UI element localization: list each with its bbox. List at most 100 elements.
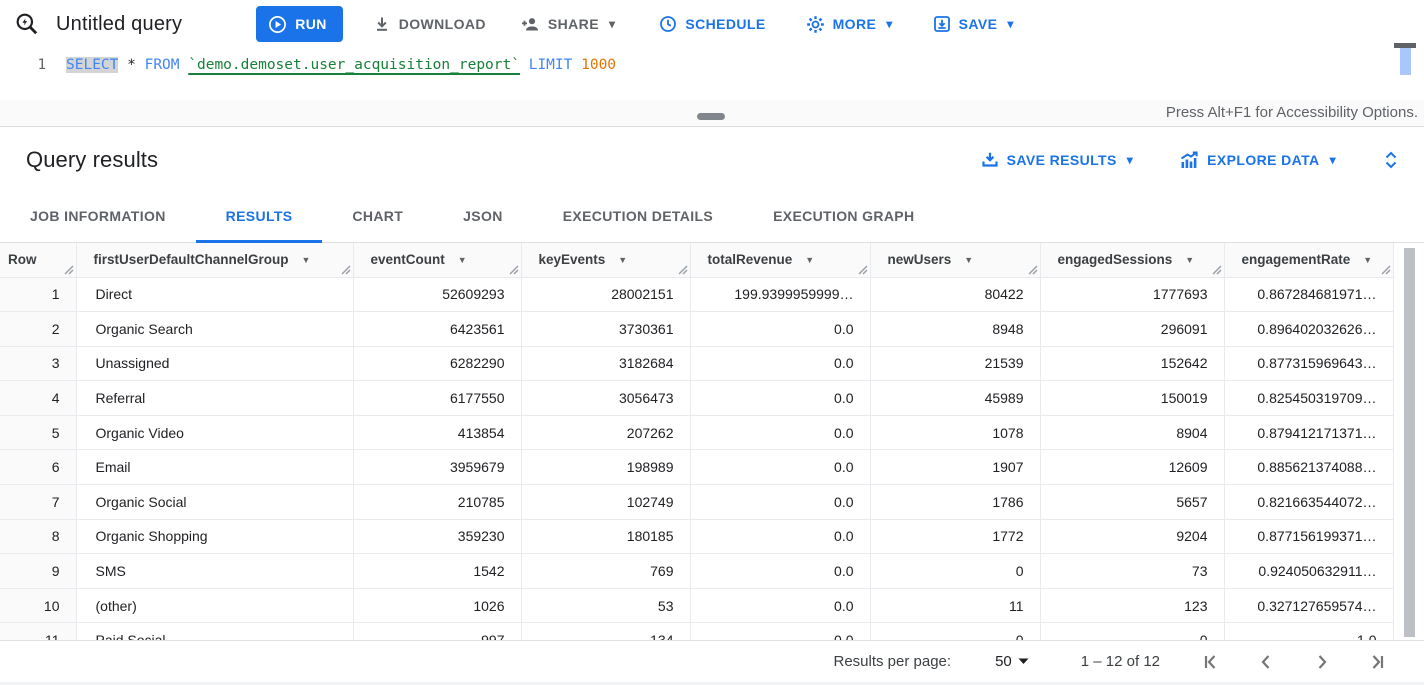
column-resize-grip[interactable] <box>509 265 519 275</box>
cell-totalRevenue[interactable]: 0.0 <box>690 381 870 416</box>
cell-keyEvents[interactable]: 3182684 <box>521 346 690 381</box>
row-number-cell[interactable]: 5 <box>0 415 76 450</box>
cell-engagedSessions[interactable]: 8904 <box>1040 415 1224 450</box>
last-page-button[interactable] <box>1368 652 1388 672</box>
cell-eventCount[interactable]: 6177550 <box>353 381 521 416</box>
cell-engagementRate[interactable]: 0.867284681971… <box>1224 277 1393 312</box>
cell-engagementRate[interactable]: 0.825450319709… <box>1224 381 1393 416</box>
cell-totalRevenue[interactable]: 0.0 <box>690 588 870 623</box>
row-number-cell[interactable]: 10 <box>0 588 76 623</box>
cell-totalRevenue[interactable]: 0.0 <box>690 312 870 347</box>
row-number-cell[interactable]: 9 <box>0 554 76 589</box>
row-number-cell[interactable]: 3 <box>0 346 76 381</box>
expand-panel-icon[interactable] <box>1382 150 1400 170</box>
cell-keyEvents[interactable]: 134 <box>521 623 690 640</box>
cell-engagementRate[interactable]: 0.821663544072… <box>1224 485 1393 520</box>
cell-engagementRate[interactable]: 0.327127659574… <box>1224 588 1393 623</box>
previous-page-button[interactable] <box>1256 652 1276 672</box>
cell-totalRevenue[interactable]: 0.0 <box>690 450 870 485</box>
cell-totalRevenue[interactable]: 0.0 <box>690 554 870 589</box>
row-number-cell[interactable]: 11 <box>0 623 76 640</box>
cell-engagedSessions[interactable]: 152642 <box>1040 346 1224 381</box>
cell-keyEvents[interactable]: 3730361 <box>521 312 690 347</box>
cell-newUsers[interactable]: 0 <box>870 554 1040 589</box>
cell-engagementRate[interactable]: 0.924050632911… <box>1224 554 1393 589</box>
column-header-engagementRate[interactable]: engagementRate▼ <box>1224 243 1393 277</box>
cell-eventCount[interactable]: 1542 <box>353 554 521 589</box>
cell-keyEvents[interactable]: 198989 <box>521 450 690 485</box>
cell-engagedSessions[interactable]: 123 <box>1040 588 1224 623</box>
sql-table-reference[interactable]: `demo.demoset.user_acquisition_report` <box>188 57 520 73</box>
sql-editor[interactable]: 1 SELECT * FROM `demo.demoset.user_acqui… <box>0 48 1424 100</box>
table-vertical-scrollbar[interactable] <box>1404 248 1415 637</box>
cell-keyEvents[interactable]: 3056473 <box>521 381 690 416</box>
cell-newUsers[interactable]: 1907 <box>870 450 1040 485</box>
column-header-firstUserDefaultChannelGroup[interactable]: firstUserDefaultChannelGroup▼ <box>76 243 353 277</box>
tab-job-information[interactable]: JOB INFORMATION <box>0 192 196 243</box>
column-menu-icon[interactable]: ▼ <box>302 255 311 265</box>
first-page-button[interactable] <box>1200 652 1220 672</box>
tab-execution-details[interactable]: EXECUTION DETAILS <box>533 192 743 243</box>
column-resize-grip[interactable] <box>1028 265 1038 275</box>
explore-data-button[interactable]: EXPLORE DATA ▾ <box>1179 151 1336 169</box>
column-menu-icon[interactable]: ▼ <box>1363 255 1372 265</box>
cell-totalRevenue[interactable]: 0.0 <box>690 485 870 520</box>
cell-newUsers[interactable]: 8948 <box>870 312 1040 347</box>
column-menu-icon[interactable]: ▼ <box>618 255 627 265</box>
cell-engagementRate[interactable]: 1.0 <box>1224 623 1393 640</box>
column-header-newUsers[interactable]: newUsers▼ <box>870 243 1040 277</box>
cell-eventCount[interactable]: 210785 <box>353 485 521 520</box>
cell-engagedSessions[interactable]: 9204 <box>1040 519 1224 554</box>
cell-engagedSessions[interactable]: 1777693 <box>1040 277 1224 312</box>
column-menu-icon[interactable]: ▼ <box>1185 255 1194 265</box>
cell-channel[interactable]: Direct <box>76 277 353 312</box>
cell-keyEvents[interactable]: 53 <box>521 588 690 623</box>
cell-engagementRate[interactable]: 0.877315969643… <box>1224 346 1393 381</box>
cell-keyEvents[interactable]: 102749 <box>521 485 690 520</box>
cell-engagedSessions[interactable]: 0 <box>1040 623 1224 640</box>
column-resize-grip[interactable] <box>1381 265 1391 275</box>
cell-channel[interactable]: Organic Video <box>76 415 353 450</box>
row-number-cell[interactable]: 8 <box>0 519 76 554</box>
cell-engagementRate[interactable]: 0.877156199371… <box>1224 519 1393 554</box>
column-resize-grip[interactable] <box>1212 265 1222 275</box>
cell-totalRevenue[interactable]: 199.9399959999… <box>690 277 870 312</box>
share-button[interactable]: SHARE ▾ <box>520 15 615 33</box>
cell-engagedSessions[interactable]: 296091 <box>1040 312 1224 347</box>
save-button[interactable]: SAVE ▾ <box>933 15 1014 33</box>
cell-channel[interactable]: Referral <box>76 381 353 416</box>
column-resize-grip[interactable] <box>858 265 868 275</box>
column-header-totalRevenue[interactable]: totalRevenue▼ <box>690 243 870 277</box>
cell-eventCount[interactable]: 997 <box>353 623 521 640</box>
tab-chart[interactable]: CHART <box>322 192 433 243</box>
cell-channel[interactable]: SMS <box>76 554 353 589</box>
cell-totalRevenue[interactable]: 0.0 <box>690 415 870 450</box>
cell-eventCount[interactable]: 6282290 <box>353 346 521 381</box>
schedule-button[interactable]: SCHEDULE <box>659 15 765 33</box>
editor-vertical-scrollbar[interactable] <box>1400 48 1411 75</box>
cell-keyEvents[interactable]: 180185 <box>521 519 690 554</box>
cell-keyEvents[interactable]: 207262 <box>521 415 690 450</box>
cell-newUsers[interactable]: 11 <box>870 588 1040 623</box>
column-header-eventCount[interactable]: eventCount▼ <box>353 243 521 277</box>
tab-execution-graph[interactable]: EXECUTION GRAPH <box>743 192 944 243</box>
row-number-cell[interactable]: 2 <box>0 312 76 347</box>
run-button[interactable]: RUN <box>256 6 343 42</box>
cell-totalRevenue[interactable]: 0.0 <box>690 519 870 554</box>
cell-engagedSessions[interactable]: 5657 <box>1040 485 1224 520</box>
column-resize-grip[interactable] <box>64 265 74 275</box>
tab-results[interactable]: RESULTS <box>196 192 323 243</box>
cell-newUsers[interactable]: 21539 <box>870 346 1040 381</box>
cell-eventCount[interactable]: 359230 <box>353 519 521 554</box>
cell-engagedSessions[interactable]: 73 <box>1040 554 1224 589</box>
column-header-keyEvents[interactable]: keyEvents▼ <box>521 243 690 277</box>
cell-channel[interactable]: Organic Search <box>76 312 353 347</box>
cell-newUsers[interactable]: 1786 <box>870 485 1040 520</box>
download-button[interactable]: DOWNLOAD <box>373 15 486 33</box>
cell-newUsers[interactable]: 1772 <box>870 519 1040 554</box>
column-menu-icon[interactable]: ▼ <box>805 255 814 265</box>
cell-channel[interactable]: Organic Shopping <box>76 519 353 554</box>
column-header-engagedSessions[interactable]: engagedSessions▼ <box>1040 243 1224 277</box>
next-page-button[interactable] <box>1312 652 1332 672</box>
cell-newUsers[interactable]: 80422 <box>870 277 1040 312</box>
